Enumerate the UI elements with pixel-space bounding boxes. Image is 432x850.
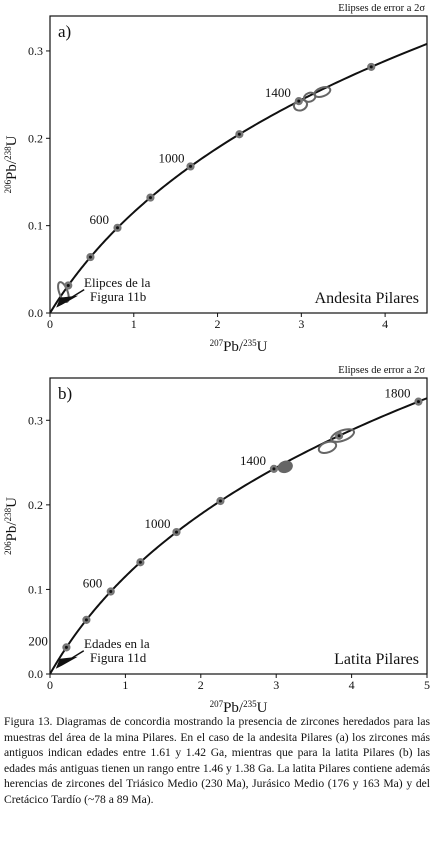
age-marker-core (66, 283, 70, 287)
x-tick-label: 0 (47, 317, 53, 331)
y-tick-label: 0.1 (28, 219, 43, 233)
x-tick-label: 5 (424, 678, 430, 692)
annotation-arrow (55, 656, 78, 669)
y-axis-label: 206Pb/238U (3, 497, 20, 555)
age-label: 1400 (265, 85, 291, 100)
age-marker-core (272, 467, 276, 471)
y-tick-label: 0.0 (28, 667, 43, 681)
x-tick-label: 0 (47, 678, 53, 692)
panel-label: b) (58, 384, 72, 403)
concordia-chart-b: 0 1 2 3 4 5 0.0 0.1 0.2 0.3 207Pb/235U 206Pb/238U b)… (3, 365, 430, 716)
age-marker-core (109, 590, 113, 594)
x-tick-label: 3 (273, 678, 279, 692)
x-tick-label: 1 (122, 678, 128, 692)
age-marker-core (297, 99, 301, 103)
sample-name: Andesita Pilares (315, 290, 419, 307)
age-marker-core (369, 65, 373, 69)
y-tick-label: 0.2 (28, 131, 43, 145)
annotation-arrow (56, 295, 79, 308)
plot-frame (49, 377, 428, 675)
figure-caption: Figura 13. Diagramas de concordia mostra… (4, 715, 430, 806)
y-tick-label: 0.3 (28, 44, 43, 58)
age-marker-core (115, 226, 119, 230)
x-tick-label: 4 (382, 317, 388, 331)
error-ellipse (313, 85, 332, 99)
concordia-panel-a: 0 1 2 3 4 0.0 0.1 0.2 0.3 207Pb/235U 206Pb/238U a) E… (0, 0, 432, 356)
age-label: 200 (28, 633, 48, 648)
x-tick-label: 4 (349, 678, 355, 692)
age-marker-core (337, 434, 341, 438)
age-marker-core (148, 196, 152, 200)
concordia-curve (50, 42, 427, 313)
age-marker-core (174, 530, 178, 534)
plot-frame (49, 15, 428, 314)
y-tick-label: 0.0 (28, 306, 43, 320)
y-tick-label: 0.1 (28, 582, 43, 596)
age-label: 1000 (144, 516, 170, 531)
y-tick-label: 0.2 (28, 498, 43, 512)
age-marker-core (416, 400, 420, 404)
age-marker-core (64, 645, 68, 649)
concordia-panel-b: 0 1 2 3 4 5 0.0 0.1 0.2 0.3 207Pb/235U 206Pb/238U b)… (0, 360, 432, 716)
error-ellipse (330, 428, 356, 443)
annotation-line-1: Edades en la (84, 636, 150, 651)
age-marker-core (218, 499, 222, 503)
age-label: 600 (83, 576, 103, 591)
error-ellipse-note: Elipses de error a 2σ (338, 365, 425, 376)
x-tick-label: 3 (298, 317, 304, 331)
x-axis-label: 207Pb/235U (210, 699, 268, 712)
x-tick-label: 2 (215, 317, 221, 331)
concordia-curve (50, 397, 427, 674)
error-ellipse (277, 460, 293, 474)
x-axis-label: 207Pb/235U (210, 338, 268, 355)
error-ellipse-note: Elipses de error a 2σ (338, 3, 425, 14)
annotation-line-1: Elipces de la (84, 275, 151, 290)
error-ellipse (317, 440, 338, 455)
x-tick-label: 1 (131, 317, 137, 331)
annotation-arrow-shaft (57, 288, 85, 307)
age-marker-core (237, 132, 241, 136)
age-marker-core (88, 255, 92, 259)
annotation-line-2: Figura 11d (90, 650, 147, 665)
age-label: 1400 (240, 453, 266, 468)
sample-name: Latita Pilares (334, 651, 419, 668)
age-marker-core (84, 618, 88, 622)
age-marker-core (138, 560, 142, 564)
age-marker-core (189, 164, 193, 168)
y-axis-label: 206Pb/238U (3, 135, 20, 193)
y-tick-label: 0.3 (28, 413, 43, 427)
x-tick-label: 2 (198, 678, 204, 692)
concordia-chart-a: 0 1 2 3 4 0.0 0.1 0.2 0.3 207Pb/235U 206Pb/238U a) E… (3, 3, 428, 355)
age-label: 600 (89, 212, 109, 227)
age-label: 1800 (384, 386, 410, 401)
panel-label: a) (58, 22, 71, 41)
annotation-arrow-shaft (57, 650, 85, 668)
annotation-line-2: Figura 11b (90, 289, 146, 304)
age-label: 1000 (159, 150, 185, 165)
